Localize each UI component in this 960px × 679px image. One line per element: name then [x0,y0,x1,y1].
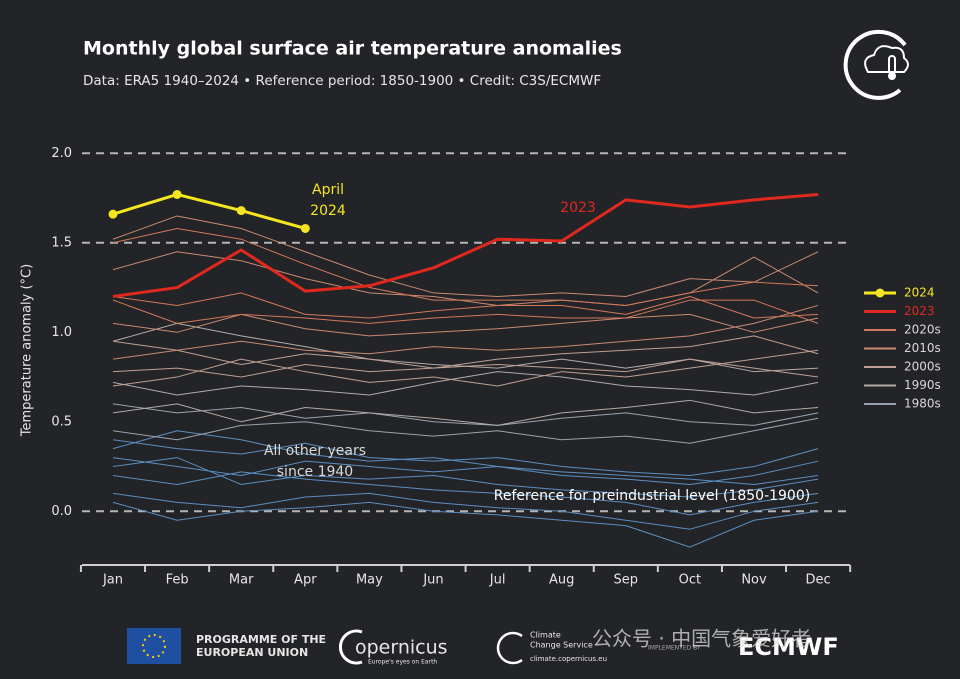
x-tick-label: Dec [806,573,831,588]
c3s-small-icon [496,631,523,665]
series-marker [108,209,118,219]
x-tick-label: May [356,573,383,588]
legend-label: 2000s [904,360,941,374]
other-year-line [112,492,819,530]
annotation: since 1940 [277,464,353,480]
y-tick-label: 0.0 [51,504,72,519]
copernicus-logo: opernicus [355,637,448,659]
x-tick-label: Oct [679,573,701,588]
x-tick-label: Jan [102,573,123,588]
decade-line [112,227,819,306]
series-line [112,192,819,298]
footer: PROGRAMME OF THE EUROPEAN UNION opernicu… [127,627,839,666]
decade-line [112,215,819,297]
annotation: Reference for preindustrial level (1850-… [494,488,810,504]
x-tick-label: Mar [229,573,254,588]
other-year-line [112,501,819,548]
decade-line [112,371,819,396]
x-tick-label: Feb [166,573,189,588]
decade-line [112,358,819,378]
decade-line [112,349,819,387]
decade-line [112,313,819,337]
eu-flag [127,628,181,664]
decade-line [112,417,819,444]
other-year-line [112,457,819,498]
c3s-url: climate.copernicus.eu [530,655,607,663]
y-tick-label: 0.5 [51,414,72,429]
legend-label: 2010s [904,341,941,355]
x-tick-label: Apr [294,573,317,588]
plot-area: 0.0 0.5 1.0 1.5 2.0 Jan Feb Mar Apr May Jun Jul Aug S… [51,146,852,588]
legend-label: 2024 [904,286,935,300]
implemented-by: IMPLEMENTED BY [648,645,701,652]
x-tick-label: Aug [549,573,574,588]
copernicus-tag: Europe's eyes on Earth [368,659,437,666]
series-marker [300,223,310,233]
x-tick-label: Jul [489,573,506,588]
c3s-text: Climate [530,631,561,640]
decade-line [112,292,819,319]
eu-text: PROGRAMME OF THE [196,633,326,646]
annotation: 2024 [310,203,346,219]
chart-title: Monthly global surface air temperature a… [83,38,622,60]
eu-text: EUROPEAN UNION [196,646,308,659]
annotation: All other years [264,443,366,459]
series-marker [172,189,182,199]
legend-label: 2023 [904,304,935,318]
c3s-icon [843,29,909,100]
watermark: 公众号 · 中国气象爱好者 [592,627,811,651]
eu-stars [142,634,166,658]
legend-label: 2020s [904,323,941,337]
series-marker [236,206,246,216]
c3s-text: Change Service [530,641,593,650]
decade-line [112,251,819,306]
y-tick-label: 1.0 [51,325,72,340]
annotation: 2023 [560,200,596,216]
legend-label: 1980s [904,397,941,411]
y-tick-label: 2.0 [51,146,72,161]
x-tick-label: Jun [422,573,443,588]
chart-subtitle: Data: ERA5 1940–2024 • Reference period:… [83,73,601,89]
decade-line [112,403,819,426]
y-tick-label: 1.5 [51,235,72,250]
legend: 2024 2023 2020s 2010s 2000s 1990s 1980s [864,286,941,411]
other-year-line [112,430,819,485]
decade-line [112,304,819,360]
copernicus-c [339,629,363,665]
ecmwf-logo: ECMWF [738,633,839,661]
annotation: April [312,182,344,198]
x-tick-label: Sep [614,573,639,588]
other-year-line [112,471,819,516]
series-line [112,192,306,230]
x-tick-label: Nov [741,573,767,588]
legend-label: 1990s [904,378,941,392]
other-year-line [112,439,819,476]
y-axis-label: Temperature anomaly (°C) [20,264,35,437]
decade-line [112,399,819,426]
legend-marker [875,288,885,298]
